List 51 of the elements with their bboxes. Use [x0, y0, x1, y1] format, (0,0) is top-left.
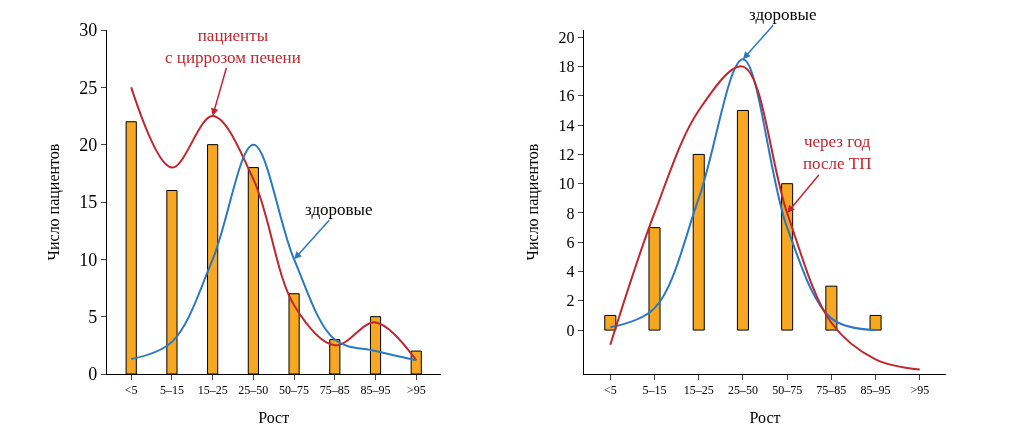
- y-tick-label: 30: [79, 20, 98, 41]
- x-tick-label: 75–85: [319, 383, 350, 398]
- x-tick-label: <5: [603, 383, 617, 398]
- x-tick-label: >95: [910, 383, 930, 398]
- x-tick-label: 5–15: [642, 383, 667, 398]
- text: пациенты с циррозом печени: [165, 26, 301, 68]
- x-tick-label: 85–95: [360, 383, 391, 398]
- x-tick-label: >95: [406, 383, 426, 398]
- y-tick-label: 25: [79, 77, 98, 98]
- x-tick-label: 25–50: [727, 383, 758, 398]
- y-tick-label: 16: [558, 87, 575, 105]
- y-tick-label: 5: [88, 306, 98, 327]
- bar: [692, 153, 705, 331]
- y-axis-title: Число пациентов: [524, 143, 543, 261]
- line-series: [130, 143, 418, 362]
- y-tick-label: 15: [79, 192, 98, 213]
- x-tick-label: 50–75: [772, 383, 803, 398]
- x-tick-label: 15–25: [197, 383, 228, 398]
- x-tick-label: 5–15: [159, 383, 184, 398]
- text: здоровые: [749, 5, 817, 24]
- x-axis-title: Рост: [258, 409, 290, 427]
- y-tick-label: 4: [566, 263, 575, 281]
- y-tick-label: 8: [566, 204, 575, 222]
- y-tick-label: 18: [558, 58, 575, 76]
- x-tick-label: 25–50: [238, 383, 269, 398]
- y-tick-label: 20: [79, 134, 98, 155]
- bar: [736, 110, 749, 331]
- x-tick-label: 85–95: [860, 383, 891, 398]
- bar: [781, 183, 794, 331]
- y-tick-label: 10: [558, 175, 575, 193]
- x-tick-label: 15–25: [683, 383, 714, 398]
- x-tick-label: <5: [124, 383, 138, 398]
- y-tick-label: 2: [566, 292, 575, 310]
- line-series: [609, 65, 921, 371]
- y-tick-label: 20: [558, 28, 575, 46]
- series-label: здоровые: [305, 200, 373, 219]
- bar: [869, 314, 882, 331]
- series-label: через год после ТП: [803, 132, 872, 174]
- y-tick-label: 6: [566, 233, 575, 251]
- y-tick-label: 10: [79, 249, 98, 270]
- x-axis-title: Рост: [749, 409, 781, 427]
- y-tick-label: 0: [566, 321, 575, 339]
- y-tick-label: 14: [558, 116, 575, 134]
- y-tick-label: 0: [88, 364, 98, 385]
- bar: [604, 314, 617, 331]
- bar: [648, 227, 661, 331]
- x-tick-label: 75–85: [816, 383, 847, 398]
- line-series: [130, 86, 418, 362]
- y-axis-title: Число пациентов: [45, 143, 64, 261]
- y-tick-label: 12: [558, 146, 575, 164]
- x-tick-label: 50–75: [279, 383, 310, 398]
